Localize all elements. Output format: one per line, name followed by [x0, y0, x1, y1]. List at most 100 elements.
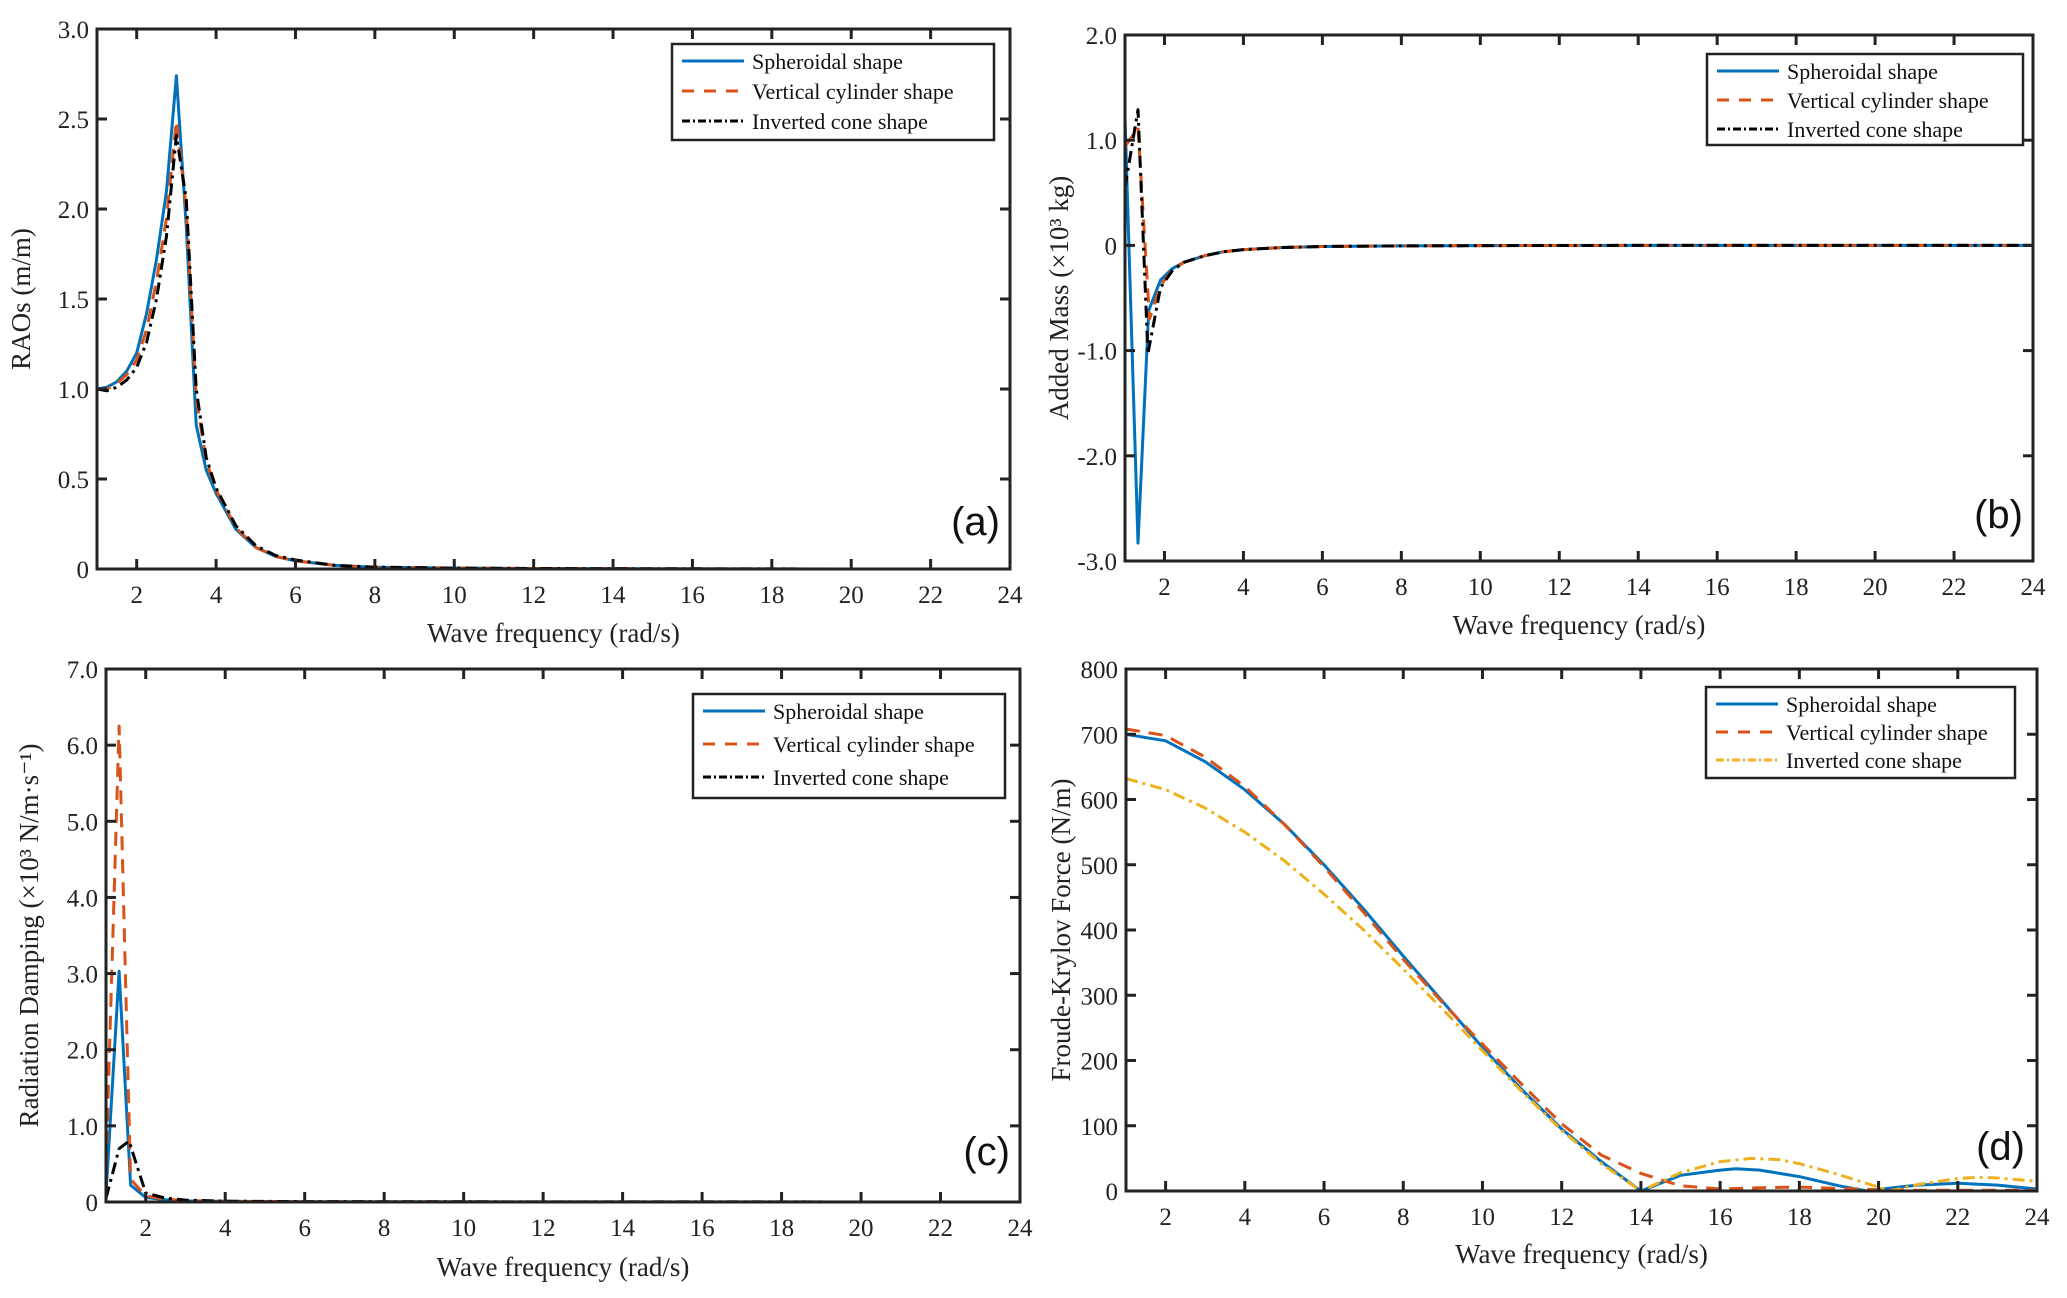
x-axis-label: Wave frequency (rad/s) [437, 1252, 690, 1282]
legend-item: Vertical cylinder shape [682, 79, 954, 104]
y-tick-label: 500 [1081, 853, 1119, 880]
series-line-cone_black [1125, 108, 2033, 356]
legend: Spheroidal shape Vertical cylinder shape I… [1705, 52, 2025, 147]
x-tick-label: 22 [928, 1215, 953, 1242]
series-line-cone_black [97, 133, 1010, 569]
y-tick-label: 0 [1106, 1179, 1119, 1206]
y-tick-label: 1.0 [58, 377, 89, 404]
legend: Spheroidal shape Vertical cylinder shape I… [1704, 685, 2017, 780]
legend-item: Vertical cylinder shape [703, 732, 975, 757]
x-tick-label: 20 [839, 582, 864, 609]
axes-box [104, 667, 1022, 1204]
x-tick-label: 18 [1784, 574, 1809, 601]
y-tick-label: 2.5 [58, 107, 89, 134]
x-tick-label: 4 [210, 582, 223, 609]
y-axis-label: RAOs (m/m) [6, 228, 36, 370]
series-line-cylinder [1126, 727, 2037, 1191]
x-tick-label: 20 [1863, 574, 1888, 601]
x-tick-label: 10 [1470, 1204, 1495, 1231]
x-axis-label: Wave frequency (rad/s) [427, 618, 680, 648]
x-tick-label: 18 [759, 582, 784, 609]
x-tick-label: 22 [1942, 574, 1967, 601]
legend-item: Vertical cylinder shape [1716, 720, 1988, 745]
legend-item: Inverted cone shape [682, 109, 928, 134]
x-tick-label: 16 [690, 1215, 715, 1242]
y-tick-label: -2.0 [1077, 444, 1117, 471]
x-tick-label: 6 [298, 1215, 311, 1242]
panel-a-raos: 2 4 6 8 10 12 14 16 18 20 22 2400.51.01.52.02.53.0W… [6, 17, 1023, 648]
x-tick-label: 10 [1468, 574, 1493, 601]
y-tick-label: 5.0 [67, 809, 98, 836]
legend-label: Vertical cylinder shape [1787, 88, 1989, 113]
x-tick-label: 12 [1547, 574, 1572, 601]
x-tick-label: 2 [1159, 1204, 1172, 1231]
panel-tag: (a) [951, 500, 1000, 544]
x-tick-label: 16 [1705, 574, 1730, 601]
y-tick-label: 6.0 [67, 733, 98, 760]
legend-item: Inverted cone shape [703, 765, 949, 790]
y-axis-label: Froude-Krylov Force (N/m) [1046, 779, 1076, 1082]
y-tick-label: 300 [1081, 983, 1119, 1010]
y-tick-label: 400 [1081, 918, 1119, 945]
panel-tag: (c) [963, 1130, 1010, 1174]
x-tick-label: 6 [1318, 1204, 1331, 1231]
y-tick-label: 2.0 [58, 197, 89, 224]
x-tick-label: 6 [289, 582, 302, 609]
x-tick-label: 14 [1626, 574, 1652, 601]
x-tick-label: 20 [1866, 1204, 1891, 1231]
x-tick-label: 8 [369, 582, 382, 609]
y-tick-label: 600 [1081, 788, 1119, 815]
y-tick-label: 2.0 [1086, 23, 1117, 50]
legend-item: Spheroidal shape [1717, 59, 1938, 84]
y-tick-label: 800 [1081, 657, 1119, 684]
y-tick-label: 0 [77, 557, 90, 584]
y-tick-label: 4.0 [67, 885, 98, 912]
x-tick-label: 8 [1397, 1204, 1410, 1231]
legend: Spheroidal shape Vertical cylinder shape I… [691, 692, 1007, 800]
panel-d-froude-krylov-force: 2 4 6 8 10 12 14 16 18 20 22 2401002003004005006007… [1046, 657, 2050, 1269]
x-tick-label: 22 [918, 582, 943, 609]
x-tick-label: 14 [601, 582, 627, 609]
x-tick-label: 12 [531, 1215, 556, 1242]
series-line-cylinder [1125, 126, 2033, 321]
x-tick-label: 12 [1549, 1204, 1574, 1231]
legend-item: Spheroidal shape [682, 49, 903, 74]
y-axis-label: Radiation Damping (×10³ N/m·s⁻¹) [14, 744, 44, 1128]
x-tick-label: 24 [1008, 1215, 1034, 1242]
legend-label: Spheroidal shape [752, 49, 903, 74]
x-tick-label: 2 [130, 582, 143, 609]
panel-tag: (b) [1974, 493, 2023, 537]
y-tick-label: 3.0 [58, 17, 89, 44]
x-tick-label: 10 [442, 582, 467, 609]
legend-item: Inverted cone shape [1716, 748, 1962, 773]
y-tick-label: 1.5 [58, 287, 89, 314]
x-tick-label: 24 [998, 582, 1024, 609]
y-tick-label: 700 [1081, 722, 1119, 749]
legend-label: Spheroidal shape [773, 699, 924, 724]
x-tick-label: 14 [1628, 1204, 1654, 1231]
y-tick-label: -3.0 [1077, 549, 1117, 576]
legend-label: Inverted cone shape [1787, 117, 1963, 142]
legend-item: Spheroidal shape [1716, 692, 1937, 717]
legend-label: Inverted cone shape [773, 765, 949, 790]
series-line-spheroidal [106, 969, 1020, 1202]
y-tick-label: 7.0 [67, 657, 98, 684]
legend-label: Inverted cone shape [1786, 748, 1962, 773]
x-tick-label: 16 [1708, 1204, 1733, 1231]
x-tick-label: 8 [378, 1215, 391, 1242]
x-tick-label: 24 [2021, 574, 2047, 601]
y-tick-label: 3.0 [67, 962, 98, 989]
series-line-spheroidal [1126, 732, 2037, 1191]
legend-label: Vertical cylinder shape [1786, 720, 1988, 745]
x-tick-label: 8 [1395, 574, 1408, 601]
legend-item: Vertical cylinder shape [1717, 88, 1989, 113]
panel-tag: (d) [1976, 1125, 2025, 1169]
y-tick-label: 100 [1081, 1114, 1119, 1141]
y-axis-label: Added Mass (×10³ kg) [1044, 176, 1074, 421]
y-tick-label: -1.0 [1077, 339, 1117, 366]
y-tick-label: 1.0 [67, 1114, 98, 1141]
x-tick-label: 4 [1239, 1204, 1252, 1231]
legend: Spheroidal shape Vertical cylinder shape I… [670, 42, 996, 142]
x-tick-label: 4 [219, 1215, 232, 1242]
y-tick-label: 0 [86, 1190, 99, 1217]
